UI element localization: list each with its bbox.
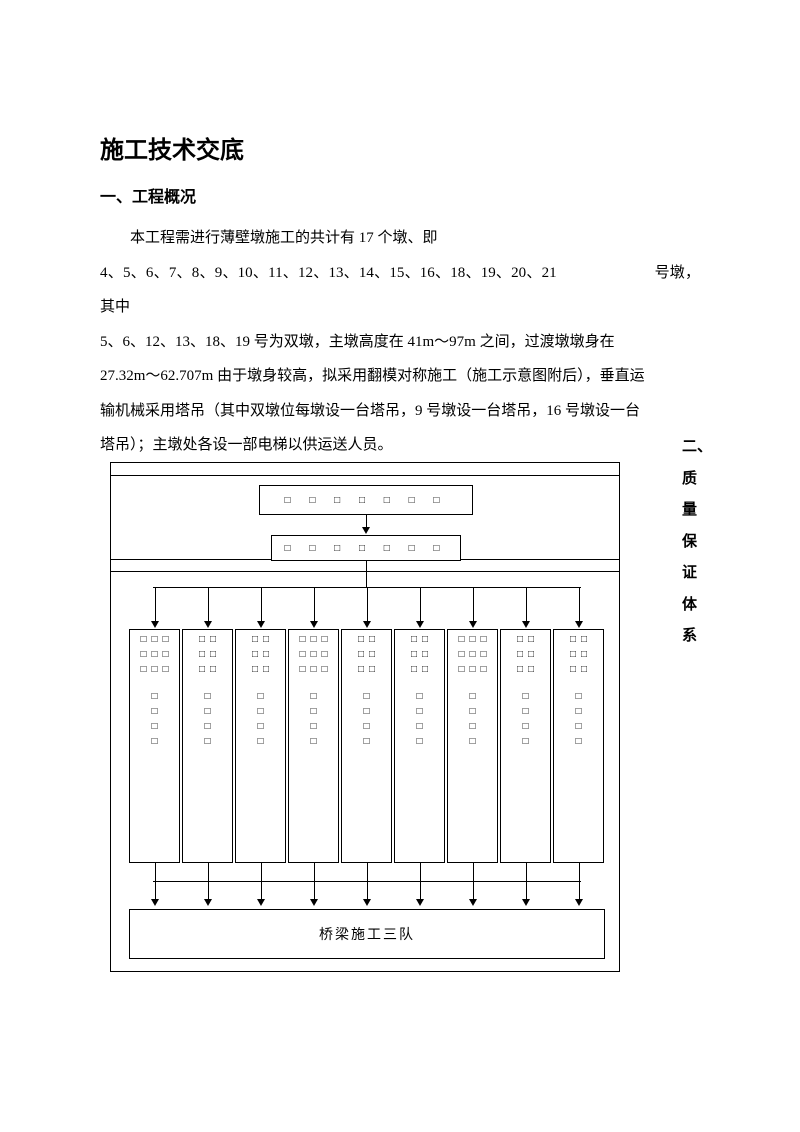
section2-heading: 二、质量保证体系 [682,432,700,653]
diagram-column: □□□□□□□□□□ [394,629,445,863]
glyph-row: □ □ □ □ □ □ □ [285,495,448,506]
diagram-column: □□□□□□□□□□ [341,629,392,863]
diagram-top-box: □ □ □ □ □ □ □ [259,485,473,515]
diagram-column: □□□□□□□□□□ [235,629,286,863]
diagram-column: □□□□□□□□□□ [500,629,551,863]
diagram-column: □□□□□□□□□□□□□ [129,629,180,863]
diagram-column: □□□□□□□□□□□□□ [447,629,498,863]
glyph-row: □ □ □ □ □ □ □ [285,543,448,554]
para-line1: 本工程需进行薄壁墩施工的共计有 17 个墩、即 [100,221,700,256]
diagram-second-box: □ □ □ □ □ □ □ [271,535,461,561]
page-title: 施工技术交底 [100,130,700,165]
org-diagram: □ □ □ □ □ □ □ □ □ □ □ □ □ □ □□□□□□□□□□□□… [110,462,620,972]
para-line3: 5、6、12、13、18、19 号为双墩，主墩高度在 41m～97m 之间，过渡… [100,325,700,360]
bottom-hconn [153,881,581,882]
diagram-bottom-box: 桥梁施工三队 [129,909,605,959]
diagram-column: □□□□□□□□□□ [182,629,233,863]
diagram-column: □□□□□□□□□□□□□ [288,629,339,863]
para-line4: 27.32m～62.707m 由于墩身较高，拟采用翻模对称施工（施工示意图附后）… [100,359,700,394]
diagram-column: □□□□□□□□□□ [553,629,604,863]
para-line6: 塔吊）；主墩处各设一部电梯以供运送人员。 [100,428,700,463]
section1-heading: 一、工程概况 [100,183,700,207]
para-line2: 4、5、6、7、8、9、10、11、12、13、14、15、16、18、19、2… [100,256,700,325]
para-line5: 输机械采用塔吊（其中双墩位每墩设一台塔吊，9 号墩设一台塔吊，16 号墩设一台 [100,394,700,429]
